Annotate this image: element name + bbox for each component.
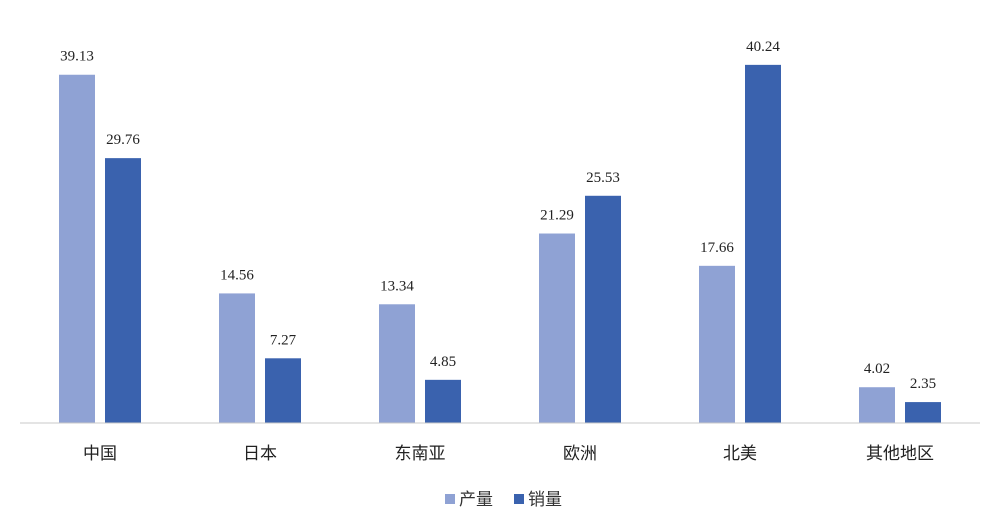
legend-label: 销量 <box>528 490 562 509</box>
value-label: 7.27 <box>270 332 297 348</box>
value-label: 4.02 <box>864 361 890 377</box>
value-label: 17.66 <box>700 240 734 256</box>
bar <box>905 402 941 423</box>
value-label: 13.34 <box>380 278 414 294</box>
x-tick-label: 日本 <box>243 444 277 463</box>
bar <box>219 293 255 423</box>
bar <box>699 265 735 423</box>
value-label: 29.76 <box>106 132 140 148</box>
x-tick-label: 北美 <box>723 444 757 463</box>
x-tick-label: 东南亚 <box>395 444 446 463</box>
bar <box>105 158 141 424</box>
x-tick-label: 欧洲 <box>563 444 597 463</box>
bar <box>539 233 575 423</box>
bar <box>859 387 895 423</box>
legend-label: 产量 <box>459 490 493 509</box>
value-label: 40.24 <box>746 39 780 55</box>
x-tick-label: 其他地区 <box>866 444 934 463</box>
legend-swatch <box>445 494 455 504</box>
value-label: 25.53 <box>586 170 620 186</box>
value-label: 4.85 <box>430 354 456 370</box>
value-label: 21.29 <box>540 208 574 224</box>
value-label: 2.35 <box>910 376 936 392</box>
x-tick-label: 中国 <box>83 444 117 463</box>
bar <box>265 358 301 423</box>
value-label: 14.56 <box>220 267 254 283</box>
bar <box>745 64 781 423</box>
bar <box>425 379 461 423</box>
bar <box>59 74 95 424</box>
value-label: 39.13 <box>60 49 94 65</box>
bar <box>585 195 621 423</box>
legend-swatch <box>514 494 524 504</box>
bar <box>379 304 415 423</box>
